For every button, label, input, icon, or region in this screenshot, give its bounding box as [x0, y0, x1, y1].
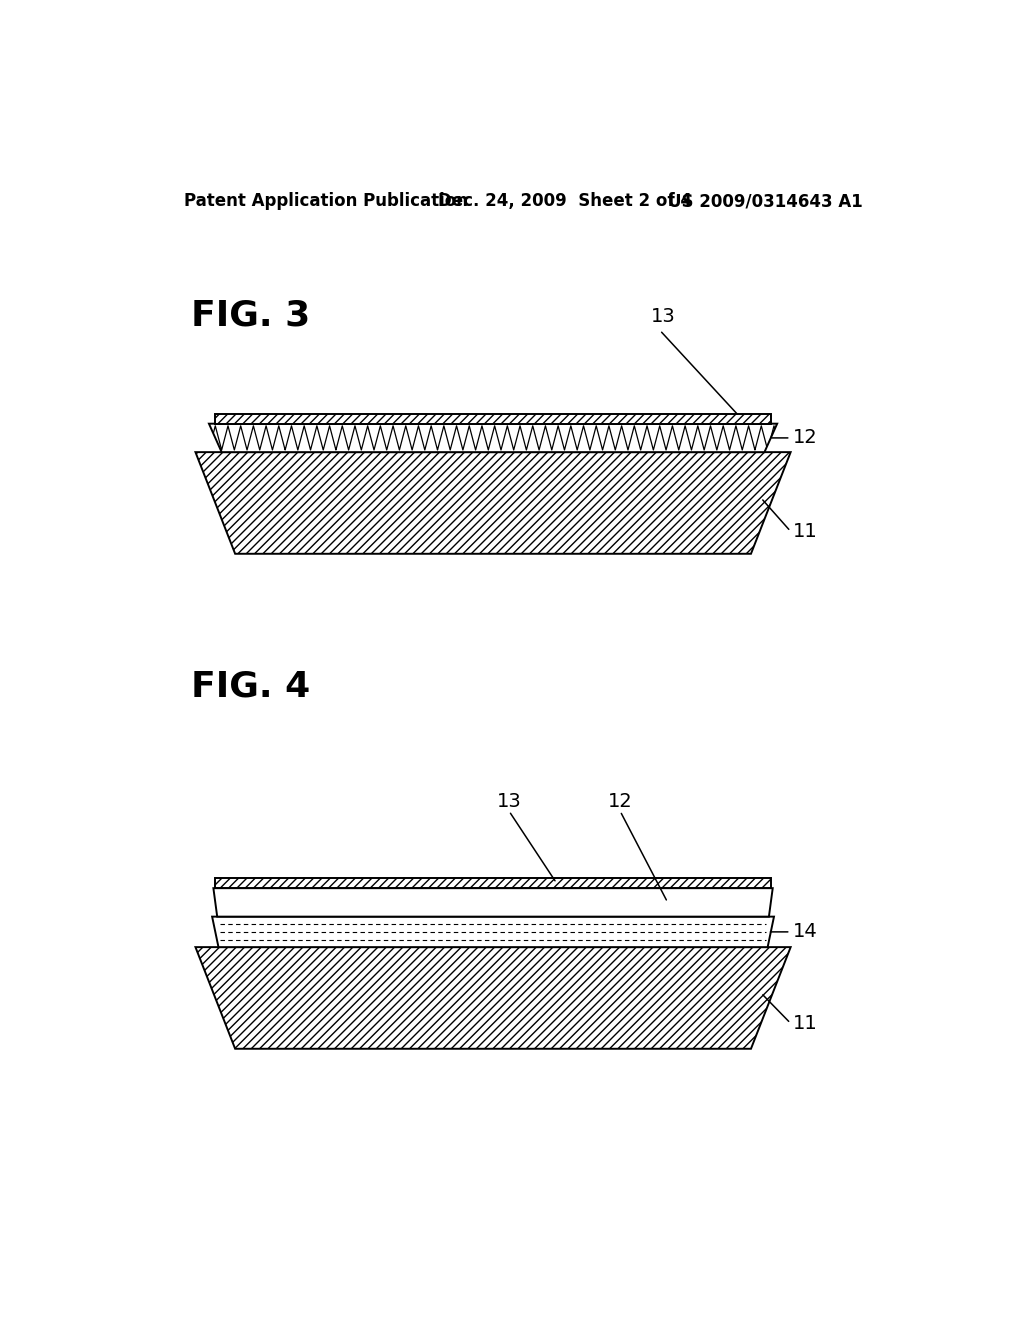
- Text: 12: 12: [793, 429, 818, 447]
- Polygon shape: [215, 878, 771, 888]
- Polygon shape: [213, 888, 773, 916]
- Text: 11: 11: [793, 1014, 818, 1032]
- Polygon shape: [212, 916, 774, 948]
- Text: US 2009/0314643 A1: US 2009/0314643 A1: [668, 193, 862, 210]
- Text: Patent Application Publication: Patent Application Publication: [183, 193, 468, 210]
- Text: 13: 13: [651, 308, 676, 326]
- Text: FIG. 4: FIG. 4: [191, 671, 310, 704]
- Polygon shape: [196, 453, 791, 554]
- Polygon shape: [215, 413, 771, 424]
- Text: 14: 14: [793, 923, 818, 941]
- Text: 12: 12: [607, 792, 633, 812]
- Text: 11: 11: [793, 521, 818, 541]
- Polygon shape: [209, 424, 777, 453]
- Text: Dec. 24, 2009  Sheet 2 of 4: Dec. 24, 2009 Sheet 2 of 4: [437, 193, 691, 210]
- Text: 13: 13: [497, 792, 521, 812]
- Text: FIG. 3: FIG. 3: [191, 298, 310, 333]
- Polygon shape: [196, 948, 791, 1049]
